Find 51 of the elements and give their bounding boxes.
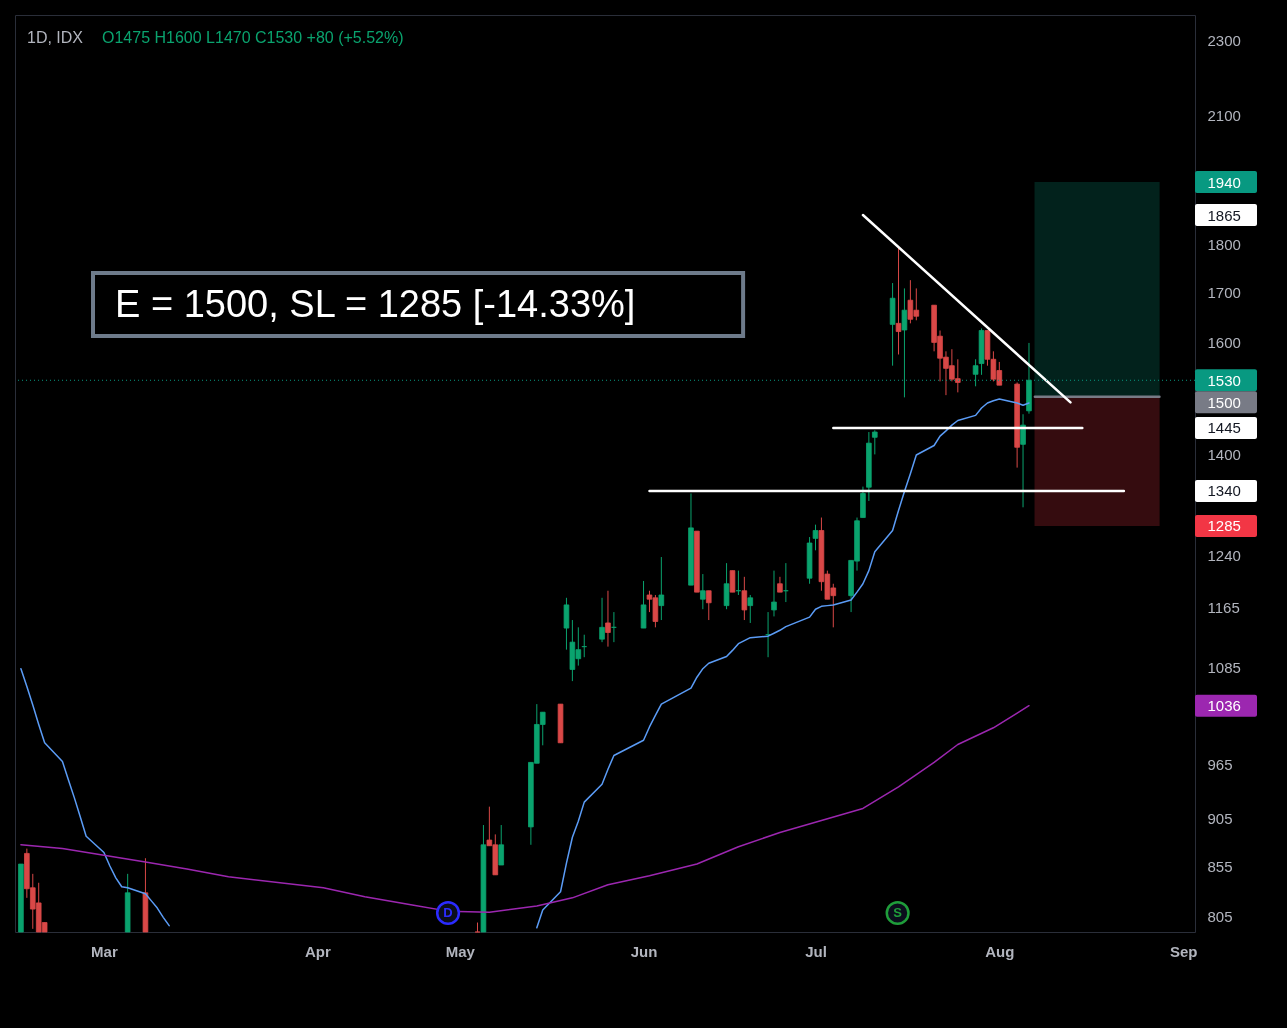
- y-tick-label: 855: [1207, 857, 1233, 875]
- y-tick-label: 1285: [1207, 517, 1241, 535]
- candlestick: [729, 570, 736, 593]
- y-tick-label: 1085: [1207, 658, 1241, 676]
- y-tick-label: 1600: [1207, 334, 1241, 352]
- y-tick-label: 1800: [1207, 236, 1241, 254]
- annotation: E = 1500, SL = 1285 [-14.33%]: [115, 283, 636, 325]
- y-tick-label: 2100: [1207, 107, 1241, 125]
- y-tick-label: 1445: [1207, 419, 1241, 437]
- y-tick-label: 1400: [1207, 445, 1241, 463]
- candlestick: [723, 562, 730, 610]
- candlestick: [700, 573, 706, 610]
- candlestick: [972, 358, 979, 387]
- y-tick-label: 2300: [1207, 31, 1241, 49]
- annotation: D: [443, 905, 453, 920]
- x-tick-label: Sep: [1169, 942, 1198, 960]
- x-tick-label: Apr: [304, 942, 331, 960]
- y-tick-label: 1036: [1207, 697, 1241, 715]
- candlestick: [741, 576, 748, 621]
- candlestick: [901, 287, 908, 398]
- y-tick-label: 1700: [1207, 283, 1241, 301]
- text: O1475 H1600 L1470 C1530 +80 (+5.52%): [102, 29, 404, 46]
- candlestick: [599, 597, 605, 643]
- candlestick: [812, 524, 819, 551]
- candlestick: [706, 590, 712, 621]
- x-tick-label: May: [445, 942, 476, 960]
- y-tick-label: 905: [1207, 810, 1233, 828]
- candlestick: [872, 429, 878, 455]
- candlestick: [640, 580, 647, 629]
- candlestick: [563, 597, 570, 651]
- y-tick-label: 1500: [1207, 393, 1241, 411]
- candlestick: [498, 824, 504, 866]
- y-tick-label: 1940: [1207, 173, 1241, 191]
- candlestick: [1020, 413, 1026, 508]
- x-tick-label: Jul: [805, 942, 827, 960]
- x-tick-label: Mar: [91, 942, 118, 960]
- y-tick-label: 1530: [1207, 371, 1241, 389]
- text: 1D, IDX: [27, 29, 84, 46]
- y-tick-label: 805: [1207, 907, 1233, 925]
- y-tick-label: 1165: [1207, 599, 1240, 617]
- candlestick: [771, 570, 777, 617]
- x-tick-label: Jun: [630, 942, 658, 960]
- y-tick-label: 1865: [1207, 206, 1241, 224]
- candlestick: [605, 590, 611, 648]
- candlestick: [658, 556, 665, 621]
- candlestick: [747, 594, 754, 624]
- annotation: S: [893, 905, 903, 920]
- y-tick-label: 1240: [1207, 547, 1241, 565]
- y-tick-label: 965: [1207, 756, 1233, 774]
- x-tick-label: Aug: [985, 942, 1015, 960]
- y-tick-label: 1340: [1207, 482, 1241, 500]
